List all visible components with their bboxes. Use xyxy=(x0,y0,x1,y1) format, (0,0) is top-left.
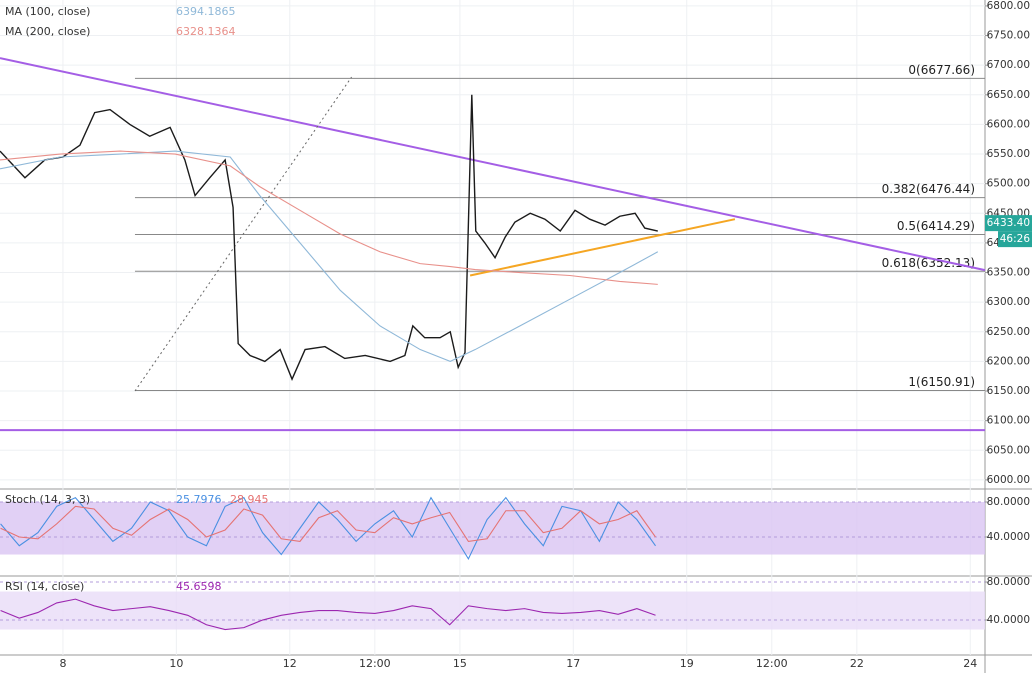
y-tick-label: 6350.00 xyxy=(987,267,1030,279)
trend-line xyxy=(0,57,986,272)
x-tick-label: 24 xyxy=(963,657,977,670)
fib-label: 0(6677.66) xyxy=(908,63,975,77)
x-tick-label: 19 xyxy=(680,657,694,670)
indicator-value: 28.945 xyxy=(230,493,269,506)
countdown-tag xyxy=(998,231,1032,248)
x-tick-label: 12:00 xyxy=(359,657,391,670)
indicator-name: MA (100, close) xyxy=(5,5,90,18)
y-tick-label: 6550.00 xyxy=(987,148,1030,160)
y-tick-label: 6050.00 xyxy=(987,444,1030,456)
indicator-value: 6394.1865 xyxy=(176,5,236,18)
x-tick-label: 22 xyxy=(850,657,864,670)
y-tick-label: 6200.00 xyxy=(987,355,1030,367)
y-tick-label: 40.0000 xyxy=(987,531,1030,543)
series-line xyxy=(0,505,656,542)
y-tick-label: 6700.00 xyxy=(987,59,1030,71)
price-tag xyxy=(985,215,1032,232)
x-tick-label: 15 xyxy=(453,657,467,670)
indicator-value: 45.6598 xyxy=(176,580,222,593)
indicator-value: 25.7976 xyxy=(176,493,222,506)
y-tick-label: 6250.00 xyxy=(987,326,1030,338)
trend-line xyxy=(469,218,736,277)
y-tick-label: 6600.00 xyxy=(987,118,1030,130)
indicator-band xyxy=(0,501,985,555)
fib-label: 1(6150.91) xyxy=(908,375,975,389)
y-tick-label: 6300.00 xyxy=(987,296,1030,308)
y-tick-label: 6800.00 xyxy=(987,0,1030,12)
y-tick-label: 6650.00 xyxy=(987,89,1030,101)
indicator-band xyxy=(0,591,985,630)
x-tick-label: 12 xyxy=(283,657,297,670)
fib-label: 0.618(6352.13) xyxy=(882,256,975,270)
series-line xyxy=(0,94,658,381)
countdown-label: 46:26 xyxy=(1000,233,1031,245)
y-tick-label: 80.0000 xyxy=(987,576,1030,588)
series-line xyxy=(0,150,658,285)
fib-label: 0.5(6414.29) xyxy=(897,219,975,233)
y-tick-label: 6000.00 xyxy=(987,474,1030,486)
indicator-name: MA (200, close) xyxy=(5,25,90,38)
x-tick-label: 10 xyxy=(169,657,183,670)
y-tick-label: 80.0000 xyxy=(987,496,1030,508)
fib-label: 0.382(6476.44) xyxy=(882,182,975,196)
y-tick-label: 40.0000 xyxy=(987,614,1030,626)
indicator-name: Stoch (14, 3, 3) xyxy=(5,493,90,506)
x-tick-label: 17 xyxy=(566,657,580,670)
price-tag-label: 6433.40 xyxy=(987,217,1030,229)
series-line xyxy=(0,598,656,631)
x-tick-label: 8 xyxy=(59,657,66,670)
series-line xyxy=(0,496,656,561)
y-tick-label: 6750.00 xyxy=(987,30,1030,42)
y-tick-label: 6100.00 xyxy=(987,415,1030,427)
y-tick-label: 6150.00 xyxy=(987,385,1030,397)
x-tick-label: 12:00 xyxy=(756,657,788,670)
trend-line xyxy=(134,76,352,392)
indicator-value: 6328.1364 xyxy=(176,25,236,38)
indicator-name: RSI (14, close) xyxy=(5,580,84,593)
y-tick-label: 6500.00 xyxy=(987,178,1030,190)
